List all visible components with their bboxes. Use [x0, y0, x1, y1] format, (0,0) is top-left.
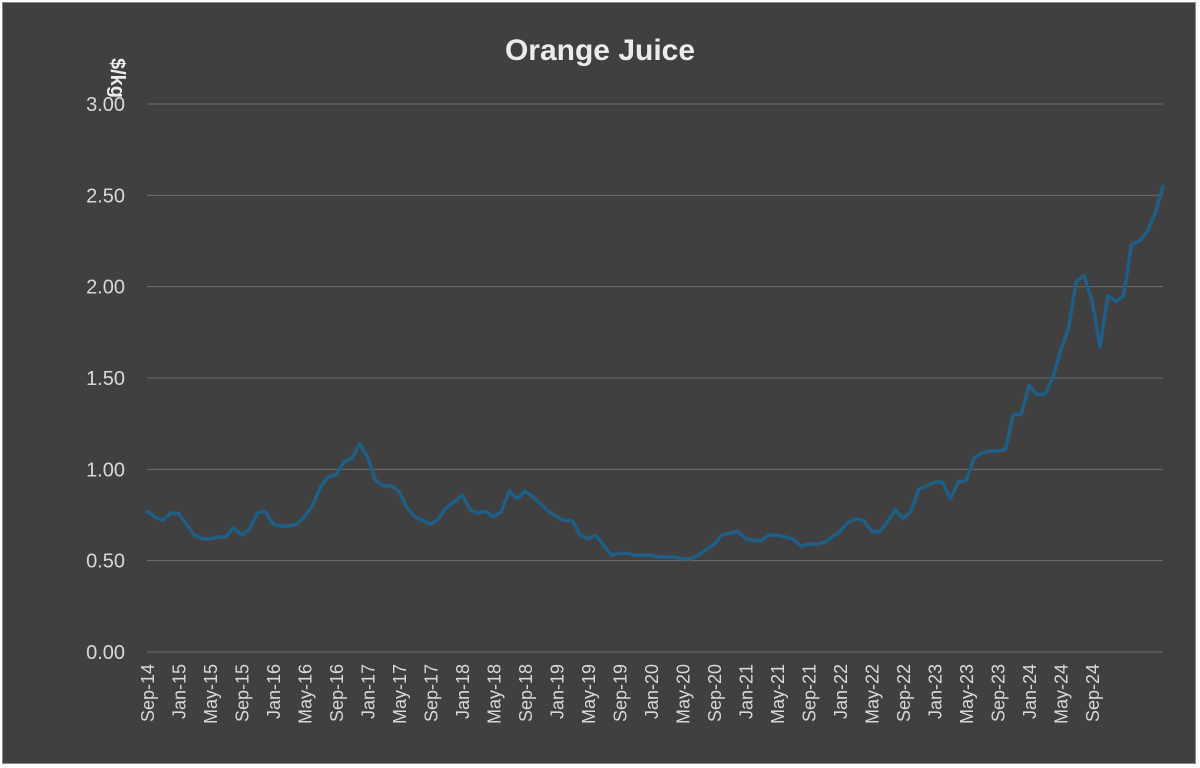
- x-tick-label: Jan-16: [264, 664, 284, 719]
- y-tick-label: 2.50: [86, 185, 125, 207]
- y-tick-label: 2.00: [86, 277, 125, 299]
- chart-title: Orange Juice: [505, 34, 695, 67]
- x-tick-label: Jan-18: [453, 664, 473, 719]
- y-tick-label: 3.00: [86, 94, 125, 116]
- y-tick-label: 1.00: [86, 459, 125, 481]
- x-tick-label: May-18: [485, 664, 505, 724]
- x-tick-label: Sep-19: [611, 664, 631, 722]
- x-tick-label: Sep-20: [705, 664, 725, 722]
- x-axis-ticks: Sep-14 Jan-15 May-15 Sep-15 Jan-16 May-16 Sep-…: [138, 664, 1103, 724]
- x-tick-label: May-20: [674, 664, 694, 724]
- x-tick-label: Jan-24: [1020, 664, 1040, 719]
- y-axis-title: $/kg: [106, 58, 128, 98]
- y-tick-label: 0.50: [86, 551, 125, 573]
- x-tick-label: Jan-20: [642, 664, 662, 719]
- x-tick-label: Sep-22: [894, 664, 914, 722]
- x-tick-label: Jan-22: [831, 664, 851, 719]
- series-line-orange-juice: [145, 184, 1165, 561]
- x-tick-label: Sep-16: [327, 664, 347, 722]
- y-tick-label: 1.50: [86, 368, 125, 390]
- y-axis-ticks: 0.00 0.50 1.00 1.50 2.00 2.50 3.00: [86, 94, 125, 664]
- x-tick-label: Sep-15: [233, 664, 253, 722]
- x-tick-label: Jan-17: [359, 664, 379, 719]
- x-tick-label: Jan-23: [926, 664, 946, 719]
- x-tick-label: Sep-23: [989, 664, 1009, 722]
- x-tick-label: Jan-21: [737, 664, 757, 719]
- x-tick-label: Jan-19: [548, 664, 568, 719]
- x-tick-label: May-17: [390, 664, 410, 724]
- x-tick-label: Sep-18: [516, 664, 536, 722]
- x-tick-label: Sep-14: [138, 664, 158, 722]
- x-tick-label: Jan-15: [170, 664, 190, 719]
- x-tick-label: Sep-17: [422, 664, 442, 722]
- x-tick-label: May-16: [296, 664, 316, 724]
- x-tick-label: May-24: [1052, 664, 1072, 724]
- line-chart: Orange Juice $/kg 0.00 0.50 1.00 1.50 2.00 2.…: [86, 34, 1165, 724]
- y-tick-label: 0.00: [86, 642, 125, 664]
- x-tick-label: May-23: [957, 664, 977, 724]
- x-tick-label: Sep-24: [1083, 664, 1103, 722]
- gridlines: [147, 103, 1163, 653]
- x-tick-label: May-19: [579, 664, 599, 724]
- x-tick-label: May-21: [768, 664, 788, 724]
- x-tick-label: May-22: [863, 664, 883, 724]
- x-tick-label: Sep-21: [800, 664, 820, 722]
- series-layer: [145, 184, 1165, 561]
- x-tick-label: May-15: [201, 664, 221, 724]
